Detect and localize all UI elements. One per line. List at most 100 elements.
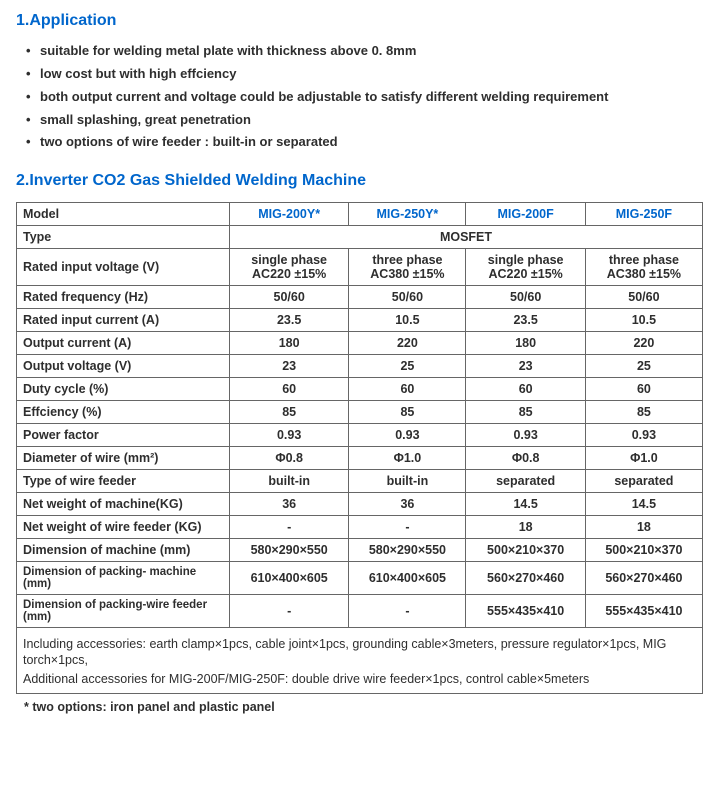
row-label: Effciency (%): [17, 401, 230, 424]
cell: 60: [585, 378, 702, 401]
table-row: Model MIG-200Y* MIG-250Y* MIG-200F MIG-2…: [17, 203, 703, 226]
cell: 50/60: [230, 286, 349, 309]
cell: 560×270×460: [466, 562, 585, 595]
bullet: two options of wire feeder : built-in or…: [26, 133, 703, 152]
cell: 500×210×370: [466, 539, 585, 562]
bullet: small splashing, great penetration: [26, 111, 703, 130]
cell: 220: [349, 332, 466, 355]
row-label: Rated input current (A): [17, 309, 230, 332]
cell: 25: [585, 355, 702, 378]
table-row: Type MOSFET: [17, 226, 703, 249]
row-label: Output current (A): [17, 332, 230, 355]
col-header: MIG-250F: [585, 203, 702, 226]
row-label: Dimension of packing-wire feeder (mm): [17, 595, 230, 628]
row-label: Net weight of wire feeder (KG): [17, 516, 230, 539]
table-row: Net weight of machine(KG) 36 36 14.5 14.…: [17, 493, 703, 516]
cell: single phase AC220 ±15%: [466, 249, 585, 286]
cell: 23: [466, 355, 585, 378]
cell: 180: [230, 332, 349, 355]
row-label: Output voltage (V): [17, 355, 230, 378]
cell: three phase AC380 ±15%: [349, 249, 466, 286]
cell: 60: [349, 378, 466, 401]
row-label: Dimension of packing- machine (mm): [17, 562, 230, 595]
cell: 23.5: [230, 309, 349, 332]
cell: 36: [349, 493, 466, 516]
application-bullets: suitable for welding metal plate with th…: [16, 42, 703, 152]
cell: -: [230, 595, 349, 628]
table-row: Effciency (%) 85 85 85 85: [17, 401, 703, 424]
cell: built-in: [349, 470, 466, 493]
cell: 14.5: [466, 493, 585, 516]
table-row: Rated input voltage (V) single phase AC2…: [17, 249, 703, 286]
section2-title: 2.Inverter CO2 Gas Shielded Welding Mach…: [16, 172, 703, 190]
cell: 0.93: [349, 424, 466, 447]
cell: 580×290×550: [349, 539, 466, 562]
cell: Φ1.0: [585, 447, 702, 470]
bullet: low cost but with high effciency: [26, 65, 703, 84]
table-row: Net weight of wire feeder (KG) - - 18 18: [17, 516, 703, 539]
cell: 36: [230, 493, 349, 516]
cell: Φ0.8: [466, 447, 585, 470]
cell: 60: [466, 378, 585, 401]
cell: 500×210×370: [585, 539, 702, 562]
cell: built-in: [230, 470, 349, 493]
cell: 25: [349, 355, 466, 378]
row-label: Type: [17, 226, 230, 249]
row-label: Dimension of machine (mm): [17, 539, 230, 562]
table-row: Dimension of packing-wire feeder (mm) - …: [17, 595, 703, 628]
table-row: Duty cycle (%) 60 60 60 60: [17, 378, 703, 401]
cell: -: [349, 595, 466, 628]
cell: MOSFET: [230, 226, 703, 249]
cell: separated: [585, 470, 702, 493]
cell: 560×270×460: [585, 562, 702, 595]
col-header: MIG-250Y*: [349, 203, 466, 226]
cell: 18: [466, 516, 585, 539]
cell: three phase AC380 ±15%: [585, 249, 702, 286]
table-row: Including accessories: earth clamp×1pcs,…: [17, 628, 703, 694]
cell: Φ0.8: [230, 447, 349, 470]
cell: 50/60: [466, 286, 585, 309]
table-row: Dimension of machine (mm) 580×290×550 58…: [17, 539, 703, 562]
spec-table: Model MIG-200Y* MIG-250Y* MIG-200F MIG-2…: [16, 202, 703, 694]
row-label: Duty cycle (%): [17, 378, 230, 401]
cell: 23.5: [466, 309, 585, 332]
cell: 18: [585, 516, 702, 539]
col-header: MIG-200Y*: [230, 203, 349, 226]
cell: 10.5: [349, 309, 466, 332]
row-label: Power factor: [17, 424, 230, 447]
cell: 580×290×550: [230, 539, 349, 562]
col-header: MIG-200F: [466, 203, 585, 226]
cell: 50/60: [585, 286, 702, 309]
cell: 60: [230, 378, 349, 401]
table-row: Type of wire feeder built-in built-in se…: [17, 470, 703, 493]
cell: Φ1.0: [349, 447, 466, 470]
cell: -: [230, 516, 349, 539]
cell: 610×400×605: [230, 562, 349, 595]
table-row: Rated input current (A) 23.5 10.5 23.5 1…: [17, 309, 703, 332]
table-row: Rated frequency (Hz) 50/60 50/60 50/60 5…: [17, 286, 703, 309]
cell: 610×400×605: [349, 562, 466, 595]
cell: 220: [585, 332, 702, 355]
footnote: * two options: iron panel and plastic pa…: [16, 700, 703, 714]
bullet: suitable for welding metal plate with th…: [26, 42, 703, 61]
cell: 85: [230, 401, 349, 424]
row-label: Net weight of machine(KG): [17, 493, 230, 516]
row-label: Rated input voltage (V): [17, 249, 230, 286]
cell: single phase AC220 ±15%: [230, 249, 349, 286]
row-label: Rated frequency (Hz): [17, 286, 230, 309]
table-row: Power factor 0.93 0.93 0.93 0.93: [17, 424, 703, 447]
cell: -: [349, 516, 466, 539]
table-row: Diameter of wire (mm²) Φ0.8 Φ1.0 Φ0.8 Φ1…: [17, 447, 703, 470]
row-label: Diameter of wire (mm²): [17, 447, 230, 470]
table-row: Dimension of packing- machine (mm) 610×4…: [17, 562, 703, 595]
cell: 85: [349, 401, 466, 424]
cell: 555×435×410: [466, 595, 585, 628]
table-row: Output voltage (V) 23 25 23 25: [17, 355, 703, 378]
notes-cell: Including accessories: earth clamp×1pcs,…: [17, 628, 703, 694]
cell: 10.5: [585, 309, 702, 332]
note-line: Including accessories: earth clamp×1pcs,…: [23, 636, 696, 669]
table-row: Output current (A) 180 220 180 220: [17, 332, 703, 355]
cell: 14.5: [585, 493, 702, 516]
cell: 0.93: [230, 424, 349, 447]
cell: 0.93: [466, 424, 585, 447]
